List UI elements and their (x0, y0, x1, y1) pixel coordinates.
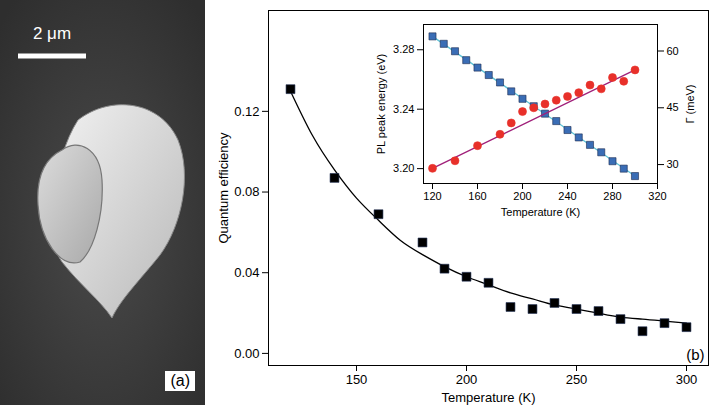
svg-text:0.04: 0.04 (234, 265, 259, 280)
svg-text:300: 300 (676, 372, 698, 387)
svg-text:150: 150 (346, 372, 368, 387)
svg-text:200: 200 (513, 190, 531, 202)
svg-text:Quantum efficiency: Quantum efficiency (216, 132, 231, 244)
svg-text:240: 240 (558, 190, 576, 202)
svg-text:160: 160 (468, 190, 486, 202)
svg-text:200: 200 (456, 372, 478, 387)
svg-text:60: 60 (667, 45, 679, 57)
svg-text:0.00: 0.00 (234, 346, 259, 361)
svg-text:250: 250 (566, 372, 588, 387)
svg-text:0.12: 0.12 (234, 104, 259, 119)
svg-text:3.28: 3.28 (393, 43, 414, 55)
svg-text:Γ (meV): Γ (meV) (684, 84, 696, 123)
svg-text:120: 120 (423, 190, 441, 202)
svg-text:PL peak energy (eV): PL peak energy (eV) (375, 54, 387, 154)
svg-text:(b): (b) (686, 346, 704, 363)
svg-text:Temperature (K): Temperature (K) (442, 390, 536, 405)
svg-text:3.24: 3.24 (393, 103, 414, 115)
svg-text:320: 320 (648, 190, 666, 202)
html-text:(a): (a) (170, 372, 190, 389)
svg-text:3.20: 3.20 (393, 162, 414, 174)
svg-text:Temperature (K): Temperature (K) (501, 206, 580, 218)
svg-text:280: 280 (603, 190, 621, 202)
html-text:2 μm: 2 μm (32, 24, 72, 43)
svg-text:45: 45 (667, 101, 679, 113)
svg-text:0.08: 0.08 (234, 184, 259, 199)
svg-text:30: 30 (667, 158, 679, 170)
